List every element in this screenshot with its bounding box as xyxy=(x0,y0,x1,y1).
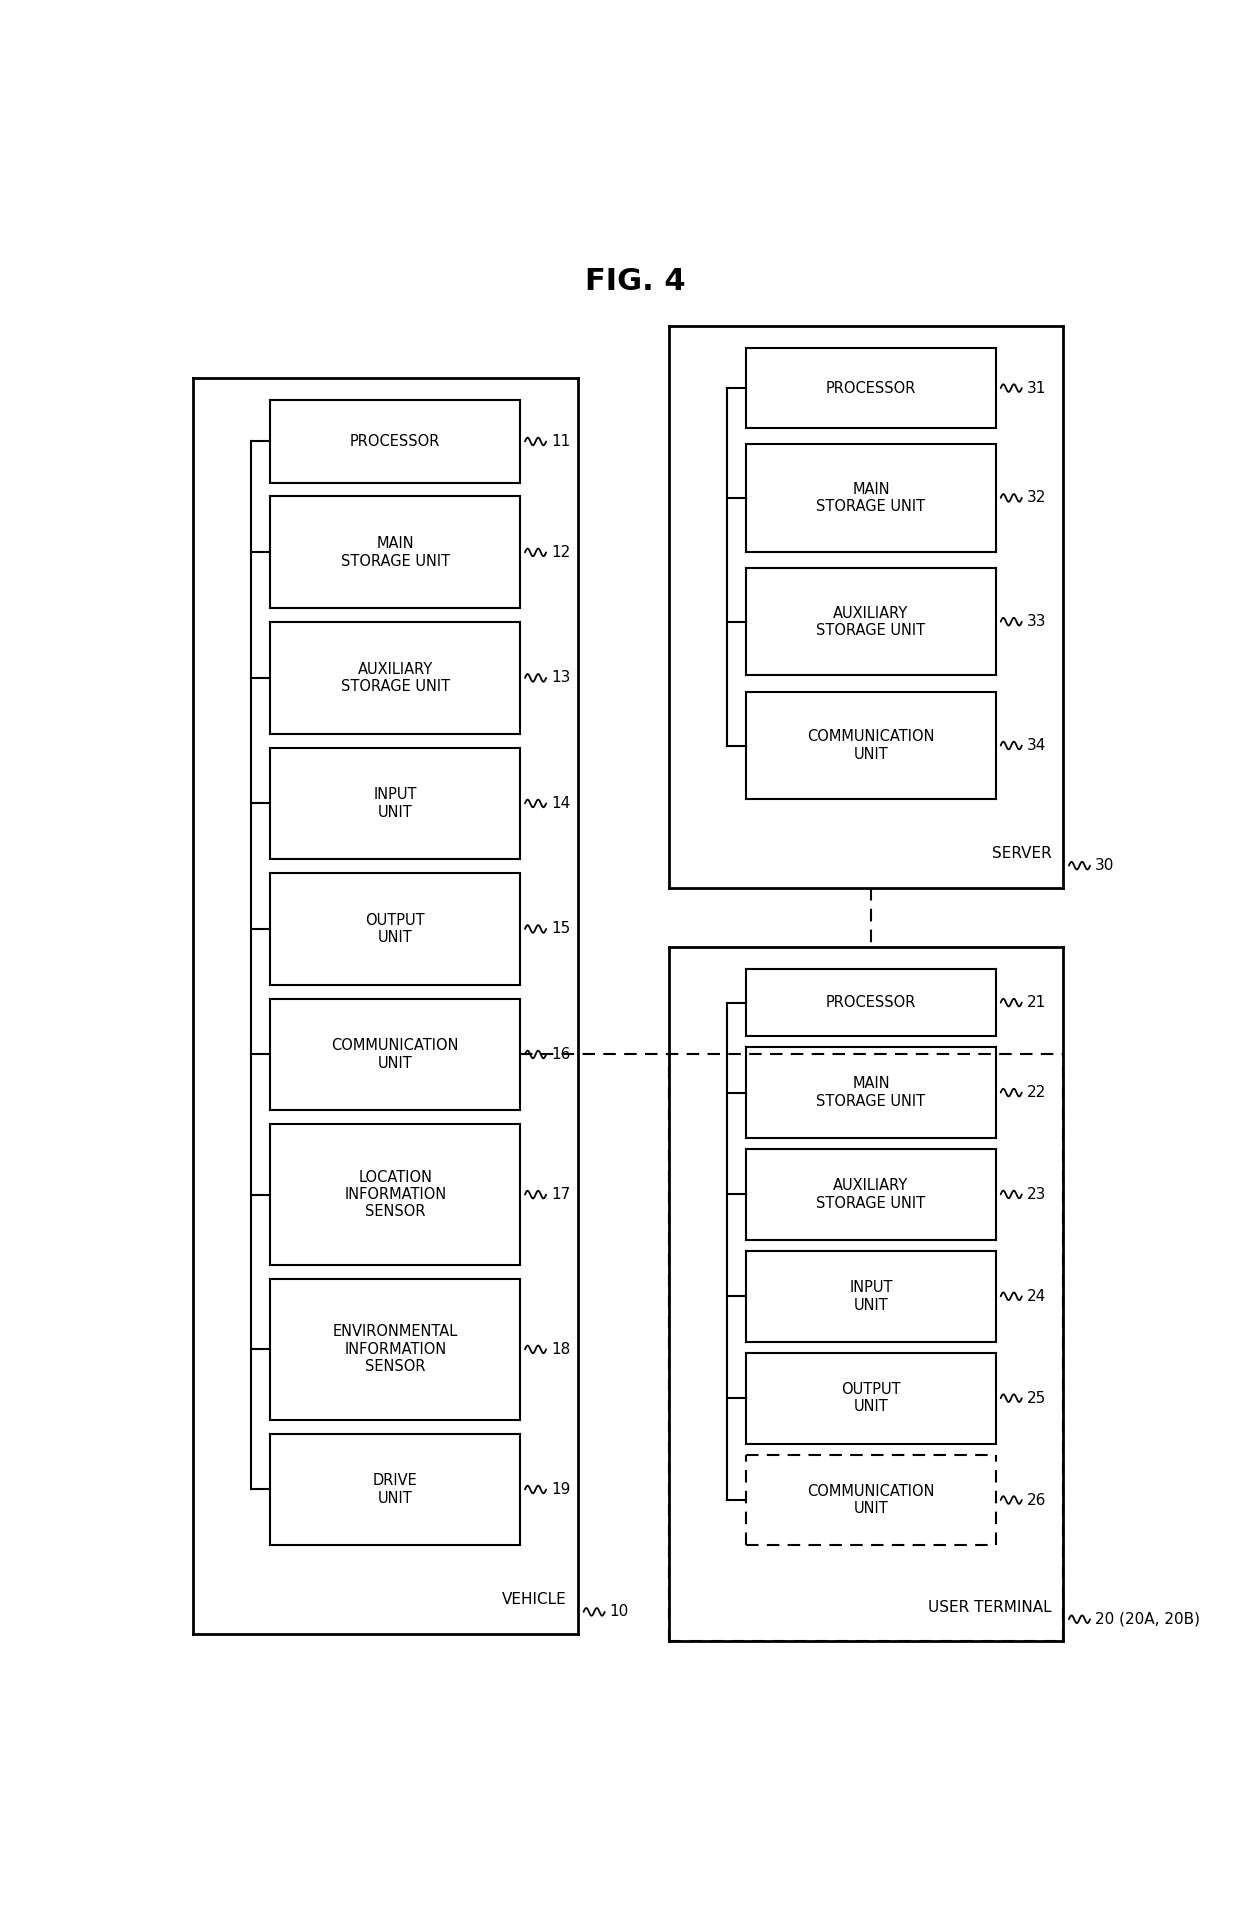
Text: 24: 24 xyxy=(1027,1290,1045,1303)
Text: 10: 10 xyxy=(610,1604,629,1620)
Text: 26: 26 xyxy=(1027,1493,1047,1508)
Text: INPUT
UNIT: INPUT UNIT xyxy=(849,1280,893,1313)
Text: 30: 30 xyxy=(1095,858,1115,873)
Text: AUXILIARY
STORAGE UNIT: AUXILIARY STORAGE UNIT xyxy=(816,1178,925,1211)
Text: 15: 15 xyxy=(551,921,570,936)
Text: COMMUNICATION
UNIT: COMMUNICATION UNIT xyxy=(331,1038,459,1071)
Text: PROCESSOR: PROCESSOR xyxy=(826,380,916,395)
Text: 18: 18 xyxy=(551,1341,570,1357)
Text: PROCESSOR: PROCESSOR xyxy=(826,996,916,1009)
Text: LOCATION
INFORMATION
SENSOR: LOCATION INFORMATION SENSOR xyxy=(345,1171,446,1219)
Text: SERVER: SERVER xyxy=(992,846,1052,862)
Text: 17: 17 xyxy=(551,1188,570,1201)
Text: 33: 33 xyxy=(1027,614,1047,629)
Text: 21: 21 xyxy=(1027,996,1045,1009)
Text: 20 (20A, 20B): 20 (20A, 20B) xyxy=(1095,1612,1200,1627)
Text: OUTPUT
UNIT: OUTPUT UNIT xyxy=(366,913,425,946)
Text: MAIN
STORAGE UNIT: MAIN STORAGE UNIT xyxy=(816,1077,925,1109)
Text: 34: 34 xyxy=(1027,739,1047,752)
Text: 13: 13 xyxy=(551,670,570,685)
Text: MAIN
STORAGE UNIT: MAIN STORAGE UNIT xyxy=(341,535,450,568)
Text: AUXILIARY
STORAGE UNIT: AUXILIARY STORAGE UNIT xyxy=(816,606,925,637)
Text: 16: 16 xyxy=(551,1048,570,1061)
Text: VEHICLE: VEHICLE xyxy=(501,1593,567,1608)
Text: PROCESSOR: PROCESSOR xyxy=(350,434,440,449)
Text: USER TERMINAL: USER TERMINAL xyxy=(928,1600,1052,1614)
Text: COMMUNICATION
UNIT: COMMUNICATION UNIT xyxy=(807,1483,935,1516)
Text: 22: 22 xyxy=(1027,1084,1045,1100)
Text: AUXILIARY
STORAGE UNIT: AUXILIARY STORAGE UNIT xyxy=(341,662,450,695)
Text: OUTPUT
UNIT: OUTPUT UNIT xyxy=(841,1382,900,1414)
Text: 12: 12 xyxy=(551,545,570,560)
Text: 23: 23 xyxy=(1027,1188,1047,1201)
Text: MAIN
STORAGE UNIT: MAIN STORAGE UNIT xyxy=(816,482,925,514)
Text: 25: 25 xyxy=(1027,1391,1045,1405)
Text: 14: 14 xyxy=(551,796,570,812)
Text: 19: 19 xyxy=(551,1481,570,1497)
Text: ENVIRONMENTAL
INFORMATION
SENSOR: ENVIRONMENTAL INFORMATION SENSOR xyxy=(332,1324,458,1374)
Text: 32: 32 xyxy=(1027,491,1047,505)
Text: 31: 31 xyxy=(1027,380,1047,395)
Text: FIG. 4: FIG. 4 xyxy=(585,267,686,297)
Text: COMMUNICATION
UNIT: COMMUNICATION UNIT xyxy=(807,729,935,762)
Text: DRIVE
UNIT: DRIVE UNIT xyxy=(373,1474,418,1506)
Text: INPUT
UNIT: INPUT UNIT xyxy=(373,787,417,819)
Text: 11: 11 xyxy=(551,434,570,449)
